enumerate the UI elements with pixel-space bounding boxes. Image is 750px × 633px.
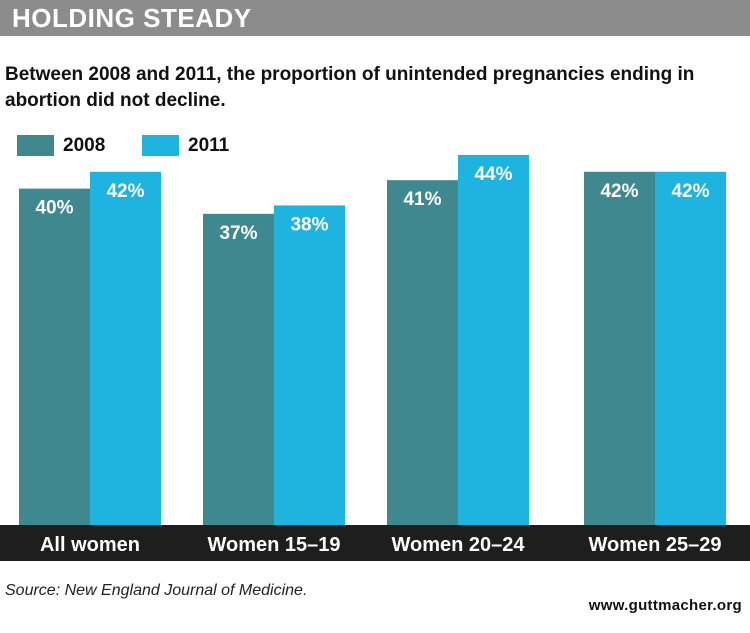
bar [274, 205, 345, 526]
chart-subtitle: Between 2008 and 2011, the proportion of… [5, 64, 695, 111]
legend-swatch-2011 [142, 135, 179, 156]
bar [584, 171, 655, 525]
source-note: Source: New England Journal of Medicine. [5, 582, 308, 599]
bar-value-label: 42% [600, 181, 638, 202]
bar-value-label: 42% [106, 181, 144, 202]
category-label: Women 20–24 [391, 534, 525, 556]
category-label: All women [40, 534, 140, 556]
bar-value-label: 40% [35, 198, 73, 219]
chart-title: HOLDING STEADY [12, 3, 252, 33]
legend-swatch-2008 [17, 135, 54, 156]
bar-value-label: 41% [403, 189, 441, 210]
bar [655, 171, 726, 525]
legend-label-2011: 2011 [188, 135, 230, 156]
bar [90, 171, 161, 525]
category-label: Women 15–19 [207, 534, 340, 556]
title-banner: HOLDING STEADY [0, 0, 750, 36]
bar-value-label: 38% [290, 214, 328, 235]
bar [19, 188, 90, 525]
website-credit: www.guttmacher.org [588, 597, 742, 614]
bar [387, 180, 458, 525]
category-label: Women 25–29 [588, 534, 721, 556]
legend-label-2008: 2008 [63, 135, 106, 156]
bar-value-label: 42% [671, 181, 709, 202]
bar-value-label: 37% [219, 223, 257, 244]
bar [203, 213, 274, 525]
bar [458, 154, 529, 525]
bar-value-label: 44% [474, 164, 512, 185]
category-axis-band [0, 525, 750, 561]
